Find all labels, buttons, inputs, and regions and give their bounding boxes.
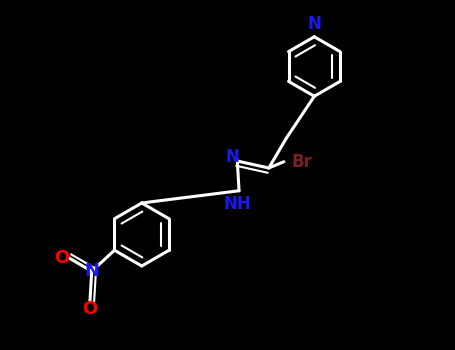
Text: N: N: [84, 262, 99, 280]
Text: NH: NH: [223, 195, 251, 213]
Text: Br: Br: [292, 153, 313, 171]
Text: O: O: [54, 249, 69, 267]
Text: N: N: [225, 148, 239, 167]
Text: O: O: [82, 300, 97, 318]
Text: N: N: [308, 15, 321, 33]
